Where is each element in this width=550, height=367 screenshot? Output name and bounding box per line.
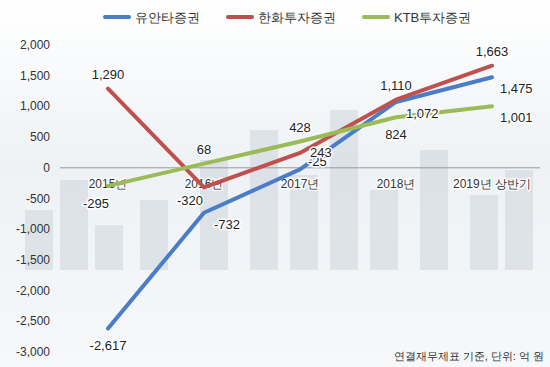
x-axis: 2015년2016년2017년2018년2019년 상반기 <box>89 177 531 191</box>
y-tick-label: 0 <box>43 161 50 175</box>
legend: 유안타증권 한화투자증권 KTB투자증권 <box>105 10 471 25</box>
legend-swatch <box>105 15 129 19</box>
data-label: -732 <box>214 217 240 232</box>
data-label: 1,663 <box>476 44 509 59</box>
data-labels: -2,617-732-251,0721,4751,290-3202431,110… <box>83 44 533 354</box>
data-label: 1,290 <box>92 67 125 82</box>
legend-label: 한화투자증권 <box>258 10 336 25</box>
data-label: 824 <box>385 127 407 142</box>
series-line <box>108 106 492 186</box>
building <box>370 190 398 270</box>
x-tick-label: 2017년 <box>281 177 320 191</box>
data-label: 1,072 <box>406 106 439 121</box>
data-label: 68 <box>197 142 211 157</box>
legend-swatch <box>228 15 252 19</box>
y-tick-label: -1,000 <box>16 222 50 236</box>
y-tick-label: 500 <box>30 130 50 144</box>
building <box>95 225 123 270</box>
x-tick-label: 2018년 <box>377 177 416 191</box>
data-label: -295 <box>83 196 109 211</box>
background <box>0 0 550 367</box>
lines <box>108 66 492 329</box>
chart: -3,000 -2,500 -2,000 -1,500 -1,000 -500 0 500 1,… <box>0 0 550 367</box>
data-label: 243 <box>310 145 332 160</box>
data-label: 1,001 <box>500 110 533 125</box>
series-line <box>108 66 492 188</box>
data-label: -2,617 <box>90 338 127 353</box>
data-label: 1,110 <box>380 78 412 93</box>
y-tick-label: 1,000 <box>20 99 50 113</box>
y-tick-label: 1,500 <box>20 69 50 83</box>
legend-swatch <box>364 15 388 19</box>
y-tick-label: -1,500 <box>16 253 50 267</box>
annotation: 연결재무제표 기준, 단위: 억 원 <box>394 350 544 362</box>
y-tick-label: 2,000 <box>20 38 50 52</box>
y-tick-label: -2,500 <box>16 314 50 328</box>
data-label: -320 <box>177 193 203 208</box>
building <box>470 195 498 270</box>
legend-label: 유안타증권 <box>135 10 200 25</box>
building <box>60 180 88 270</box>
x-tick-label: 2019년 상반기 <box>453 177 531 191</box>
y-tick-label: -2,000 <box>16 284 50 298</box>
skyline <box>25 110 533 270</box>
data-label: 1,475 <box>500 81 533 96</box>
y-tick-label: -3,000 <box>16 345 50 359</box>
series-line <box>108 77 492 328</box>
legend-label: KTB투자증권 <box>394 10 471 25</box>
data-label: 428 <box>289 120 311 135</box>
y-axis: -3,000 -2,500 -2,000 -1,500 -1,000 -500 0 500 1,… <box>16 38 50 359</box>
y-tick-label: -500 <box>26 192 50 206</box>
